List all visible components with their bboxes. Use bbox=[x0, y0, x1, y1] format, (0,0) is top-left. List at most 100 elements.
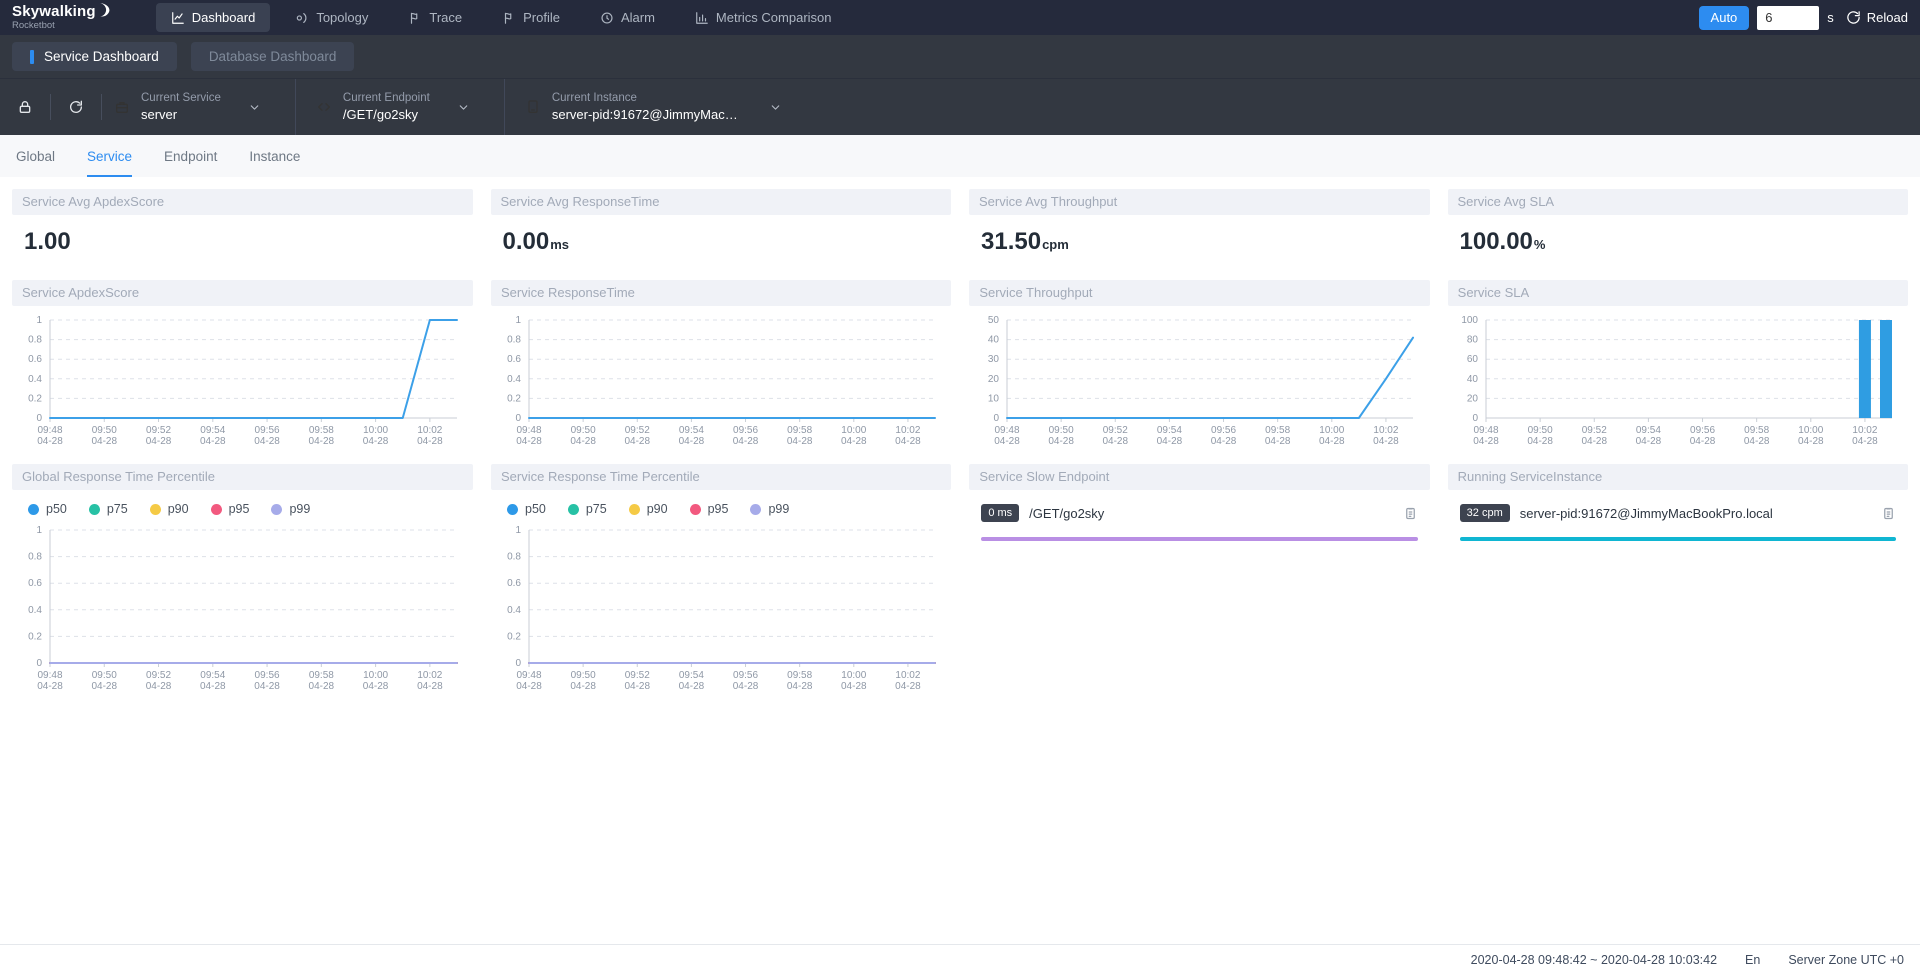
svg-text:0.8: 0.8 bbox=[28, 335, 42, 346]
nav-item-label: Trace bbox=[429, 10, 463, 25]
legend-item-p50[interactable]: p50 bbox=[507, 502, 546, 516]
lock-icon[interactable] bbox=[12, 99, 38, 115]
top-navbar: Skywalking Rocketbot Dashboard Topology Tr… bbox=[0, 0, 1920, 35]
selector-current-instance[interactable]: Current Instance server-pid:91672@JimmyMa… bbox=[503, 78, 808, 136]
legend-item-p99[interactable]: p99 bbox=[271, 502, 310, 516]
selector-current-endpoint[interactable]: Current Endpoint/GET/go2sky bbox=[294, 78, 496, 136]
global-response-time-percentile-card: Global Response Time Percentile p50 p75 p90… bbox=[12, 464, 473, 695]
app-logo[interactable]: Skywalking Rocketbot bbox=[12, 3, 110, 31]
svg-text:1: 1 bbox=[36, 315, 42, 326]
tab-global[interactable]: Global bbox=[16, 149, 56, 164]
legend-item-p99[interactable]: p99 bbox=[750, 502, 789, 516]
reload-interval-input[interactable] bbox=[1757, 5, 1820, 30]
tab-service[interactable]: Service bbox=[87, 149, 133, 177]
selector-texts: Current Service server bbox=[141, 91, 221, 123]
nav-item-dashboard[interactable]: Dashboard bbox=[155, 3, 271, 32]
dashboard-tab-database-dashboard[interactable]: Database Dashboard bbox=[190, 42, 355, 71]
list-body: 0 ms/GET/go2sky bbox=[969, 490, 1429, 553]
item-label: /GET/go2sky bbox=[1029, 505, 1105, 521]
nav-item-alarm[interactable]: Alarm bbox=[585, 3, 670, 32]
legend-item-p95[interactable]: p95 bbox=[210, 502, 249, 516]
copy-icon[interactable] bbox=[1881, 506, 1896, 521]
svg-text:0.8: 0.8 bbox=[507, 335, 521, 346]
stat-unit: ms bbox=[550, 237, 570, 252]
legend-item-p75[interactable]: p75 bbox=[567, 502, 607, 516]
nav-item-label: Dashboard bbox=[191, 10, 256, 25]
server-zone[interactable]: Server Zone UTC +0 bbox=[1788, 952, 1904, 967]
language-toggle[interactable]: En bbox=[1745, 952, 1761, 967]
refresh-templates-icon[interactable] bbox=[63, 99, 89, 115]
service-icon bbox=[114, 99, 130, 115]
service-response-time-percentile-chart[interactable]: 0 0.2 0.4 0.6 0.8 1 09:48 04-28 09:50 04-28 09:52 0… bbox=[491, 520, 951, 695]
svg-text:0.2: 0.2 bbox=[507, 631, 521, 642]
legend-dot bbox=[88, 503, 100, 515]
dashboard-tab-service-dashboard[interactable]: Service Dashboard bbox=[12, 42, 177, 71]
svg-text:0.6: 0.6 bbox=[507, 354, 521, 365]
legend-label: p75 bbox=[106, 502, 128, 516]
svg-text:0.4: 0.4 bbox=[507, 605, 521, 616]
svg-text:60: 60 bbox=[1467, 354, 1479, 365]
reload-button[interactable]: Reload bbox=[1846, 10, 1908, 25]
svg-text:20: 20 bbox=[1467, 393, 1479, 404]
svg-text:0.6: 0.6 bbox=[507, 578, 521, 589]
service-responsetime-chart[interactable]: 0 0.2 0.4 0.6 0.8 1 09:48 04-28 09:50 04-28 09:52 0… bbox=[491, 310, 951, 450]
stat-value: 31.50 bbox=[981, 228, 1042, 255]
interval-unit-label: s bbox=[1827, 10, 1834, 25]
legend-dot bbox=[750, 503, 762, 515]
legend-item-p95[interactable]: p95 bbox=[689, 502, 729, 516]
legend-item-p50[interactable]: p50 bbox=[28, 502, 67, 516]
nav-item-metrics-comparison[interactable]: Metrics Comparison bbox=[680, 3, 847, 32]
tab-endpoint[interactable]: Endpoint bbox=[164, 149, 218, 164]
nav-item-profile[interactable]: Profile bbox=[487, 3, 575, 32]
legend-item-p75[interactable]: p75 bbox=[88, 502, 128, 516]
auto-button[interactable]: Auto bbox=[1698, 5, 1750, 30]
item-label: server-pid:91672@JimmyMacBookPro.local bbox=[1519, 505, 1773, 521]
value-badge: 32 cpm bbox=[1459, 504, 1510, 522]
footer-bar: 2020-04-28 09:48:42 ~ 2020-04-28 10:03:4… bbox=[0, 944, 1920, 974]
service-sla-chart[interactable]: 0 20 40 60 80 100 09:48 04-28 09:50 04-28 09:52 04-… bbox=[1448, 310, 1908, 450]
tab-instance[interactable]: Instance bbox=[249, 149, 301, 164]
selector-label: Current Service bbox=[141, 92, 221, 105]
dashboard-content: Service Avg ApdexScore 1.00 Service Avg Re… bbox=[0, 177, 1920, 944]
svg-text:0.2: 0.2 bbox=[507, 393, 521, 404]
time-range[interactable]: 2020-04-28 09:48:42 ~ 2020-04-28 10:03:4… bbox=[1470, 952, 1718, 967]
global-response-time-percentile-chart[interactable]: 0 0.2 0.4 0.6 0.8 1 09:48 04-28 09:50 04-28 09:52 0… bbox=[12, 520, 473, 695]
legend-label: p95 bbox=[707, 502, 729, 516]
list-item[interactable]: 0 ms/GET/go2sky bbox=[981, 504, 1417, 522]
chevron-down-icon bbox=[769, 101, 782, 114]
legend-item-p90[interactable]: p90 bbox=[149, 502, 189, 516]
divider bbox=[101, 94, 102, 120]
service-responsetime-card: Service ResponseTime 0 0.2 0.4 0.6 0.8 1 09:48 0… bbox=[491, 280, 952, 450]
service-response-time-percentile-card: Service Response Time Percentile p50 p75 p9… bbox=[491, 464, 952, 695]
stat-value-area: 1.00 bbox=[12, 215, 473, 266]
legend-item-p90[interactable]: p90 bbox=[628, 502, 668, 516]
chevron-down-icon bbox=[457, 101, 470, 114]
copy-icon[interactable] bbox=[1403, 506, 1418, 521]
chart-legend: p50 p75 p90 p95 p99 bbox=[12, 490, 473, 516]
service-apdexscore-chart[interactable]: 0 0.2 0.4 0.6 0.8 1 09:48 04-28 09:50 04-28 09:52 0… bbox=[12, 310, 473, 450]
list-item[interactable]: 32 cpm server-pid:91672@JimmyMacBookPro.l… bbox=[1459, 504, 1896, 522]
card-title: Service ResponseTime bbox=[491, 280, 952, 306]
nav-item-trace[interactable]: Trace bbox=[393, 3, 477, 32]
selector-texts: Current Endpoint/GET/go2sky bbox=[343, 91, 430, 123]
service-throughput-chart[interactable]: 0 10 20 30 40 50 09:48 04-28 09:50 04-28 09:52 04-2… bbox=[969, 310, 1429, 450]
active-indicator bbox=[30, 49, 34, 64]
service-throughput-card: Service Throughput 0 10 20 30 40 50 09:48 04-28 0… bbox=[969, 280, 1430, 450]
legend-dot bbox=[689, 503, 701, 515]
selector-current-service[interactable]: Current Service server bbox=[114, 91, 287, 123]
svg-text:50: 50 bbox=[988, 315, 1000, 326]
nav-item-topology[interactable]: Topology bbox=[280, 3, 383, 32]
service-apdexscore-card: Service ApdexScore 0 0.2 0.4 0.6 0.8 1 09:48 04-… bbox=[12, 280, 473, 450]
